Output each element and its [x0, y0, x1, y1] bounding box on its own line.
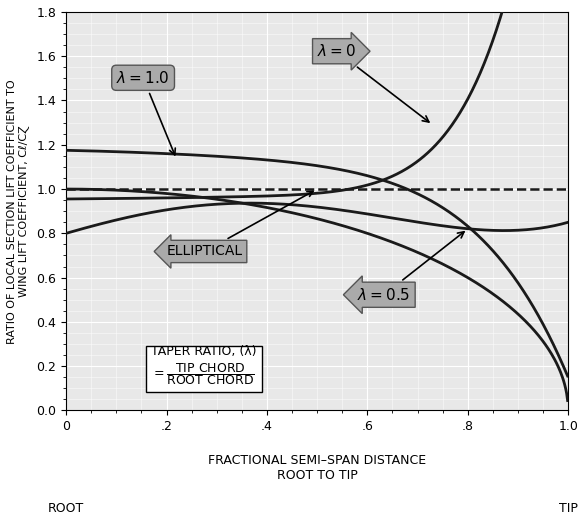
Y-axis label: RATIO OF LOCAL SECTION LIFT COEFFICIENT TO
WING LIFT COEFFICIENT, Cℓ/CⱿ: RATIO OF LOCAL SECTION LIFT COEFFICIENT … [7, 79, 29, 344]
Text: $\lambda = 0.5$: $\lambda = 0.5$ [357, 232, 464, 303]
Text: TAPER RATIO, (λ)
$= \dfrac{\mathrm{TIP\ CHORD}}{\mathrm{ROOT\ CHORD}}$: TAPER RATIO, (λ) $= \dfrac{\mathrm{TIP\ … [152, 345, 257, 387]
Text: TIP: TIP [559, 502, 577, 515]
Text: ELLIPTICAL: ELLIPTICAL [167, 191, 313, 258]
Text: ROOT: ROOT [48, 502, 84, 515]
Text: $\lambda = 1.0$: $\lambda = 1.0$ [116, 70, 176, 155]
Text: $\lambda = 0$: $\lambda = 0$ [317, 43, 429, 122]
X-axis label: FRACTIONAL SEMI–SPAN DISTANCE
ROOT TO TIP: FRACTIONAL SEMI–SPAN DISTANCE ROOT TO TI… [208, 454, 426, 482]
